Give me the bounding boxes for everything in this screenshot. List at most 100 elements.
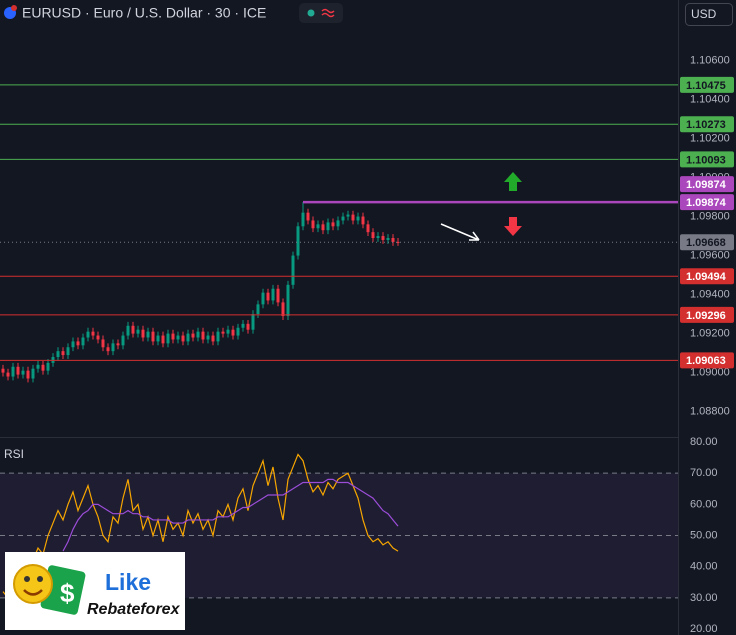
candle-body bbox=[206, 335, 210, 340]
candle-body bbox=[146, 331, 150, 338]
y-tick-label: 80.00 bbox=[690, 436, 718, 448]
candle-body bbox=[391, 238, 395, 242]
level-label-box bbox=[680, 234, 734, 251]
candle-body bbox=[316, 224, 320, 229]
candle-body bbox=[211, 335, 215, 342]
level-label-box bbox=[680, 151, 734, 168]
candle-body bbox=[41, 364, 45, 371]
logo-smile bbox=[23, 589, 43, 596]
market-open-dot bbox=[307, 9, 315, 17]
candle-body bbox=[86, 331, 90, 338]
candle-body bbox=[366, 224, 370, 233]
candle-body bbox=[196, 331, 200, 338]
candle-body bbox=[371, 232, 375, 239]
candle-body bbox=[386, 238, 390, 240]
candle-body bbox=[201, 331, 205, 340]
candle-body bbox=[286, 284, 290, 317]
level-label-box bbox=[680, 194, 734, 211]
logo-coin bbox=[13, 564, 53, 604]
candle-body bbox=[126, 325, 130, 336]
candle-body bbox=[311, 220, 315, 229]
down-arrow bbox=[504, 217, 522, 236]
candle-body bbox=[346, 214, 350, 217]
candle-body bbox=[61, 351, 65, 356]
currency-button[interactable] bbox=[685, 3, 733, 26]
logo-text-main: Like bbox=[105, 569, 151, 595]
logo-eye bbox=[24, 576, 30, 582]
candle-body bbox=[336, 220, 340, 227]
candle-body bbox=[186, 333, 190, 342]
candle-body bbox=[351, 214, 355, 221]
candle-body bbox=[276, 288, 280, 303]
status-pill[interactable] bbox=[299, 3, 343, 23]
candle-body bbox=[381, 236, 385, 240]
candle-body bbox=[241, 323, 245, 328]
candle-body bbox=[166, 333, 170, 344]
candle-body bbox=[6, 372, 10, 377]
y-tick-label: 20.00 bbox=[690, 623, 718, 635]
candle-body bbox=[136, 329, 140, 334]
candle-body bbox=[291, 255, 295, 285]
indicator-title: RSI bbox=[4, 447, 24, 461]
level-label-box bbox=[680, 352, 734, 369]
candle-body bbox=[1, 368, 5, 373]
candle-body bbox=[36, 364, 40, 369]
candle-body bbox=[181, 335, 185, 342]
candle-body bbox=[296, 226, 300, 256]
symbol-title: EURUSD · Euro / U.S. Dollar · 30 · ICE bbox=[22, 5, 266, 21]
y-tick-label: 1.09400 bbox=[690, 288, 730, 300]
candle-body bbox=[306, 212, 310, 221]
candle-body bbox=[81, 337, 85, 346]
delay-icon bbox=[321, 8, 335, 18]
candle-body bbox=[101, 339, 105, 348]
y-tick-label: 70.00 bbox=[690, 467, 718, 479]
candle-body bbox=[221, 331, 225, 334]
candle-body bbox=[376, 236, 380, 239]
candle-body bbox=[156, 335, 160, 342]
candle-body bbox=[361, 216, 365, 225]
candle-body bbox=[301, 212, 305, 227]
level-label: 1.10093 bbox=[686, 154, 726, 166]
candle-body bbox=[256, 304, 260, 315]
indicator-line bbox=[2, 453, 399, 600]
y-tick-label: 1.08800 bbox=[690, 406, 730, 418]
candle-body bbox=[266, 292, 270, 301]
candle-body bbox=[246, 323, 250, 330]
candle-body bbox=[331, 222, 335, 227]
y-tick-label: 1.09200 bbox=[690, 328, 730, 340]
candle-body bbox=[46, 362, 50, 371]
plot: 1.08800 1.09000 1.09200 1.09400 1.09600 1.098… bbox=[0, 54, 734, 635]
candle-body bbox=[56, 351, 60, 358]
y-tick-label: 1.10200 bbox=[690, 132, 730, 144]
symbol-flag bbox=[11, 5, 17, 11]
logo-dollar: $ bbox=[60, 578, 75, 608]
y-tick-label: 40.00 bbox=[690, 561, 718, 573]
candle-body bbox=[356, 216, 360, 221]
candle-body bbox=[341, 216, 345, 221]
candle-body bbox=[66, 347, 70, 356]
indicator-line bbox=[62, 478, 399, 552]
level-label: 1.10273 bbox=[686, 119, 726, 131]
y-tick-label: 1.10400 bbox=[690, 93, 730, 105]
candle-body bbox=[271, 288, 275, 301]
candle-body bbox=[116, 343, 120, 346]
y-tick-label: 50.00 bbox=[690, 529, 718, 541]
candle-body bbox=[231, 329, 235, 336]
candle-body bbox=[321, 224, 325, 231]
candle-body bbox=[91, 331, 95, 336]
candle-body bbox=[251, 314, 255, 330]
level-label: 1.09494 bbox=[686, 271, 727, 283]
y-tick-label: 1.09000 bbox=[690, 367, 730, 379]
logo: $ Like Rebateforex bbox=[5, 552, 185, 630]
candle-body bbox=[191, 333, 195, 338]
level-label: 1.09874 bbox=[686, 197, 727, 209]
alert-label: 1.09874 bbox=[686, 179, 727, 191]
alert-label-box bbox=[680, 176, 734, 193]
candle-body bbox=[11, 366, 15, 377]
logo-eye bbox=[37, 576, 43, 582]
candle-body bbox=[171, 333, 175, 340]
candle-body bbox=[111, 343, 115, 352]
candle-body bbox=[326, 222, 330, 231]
